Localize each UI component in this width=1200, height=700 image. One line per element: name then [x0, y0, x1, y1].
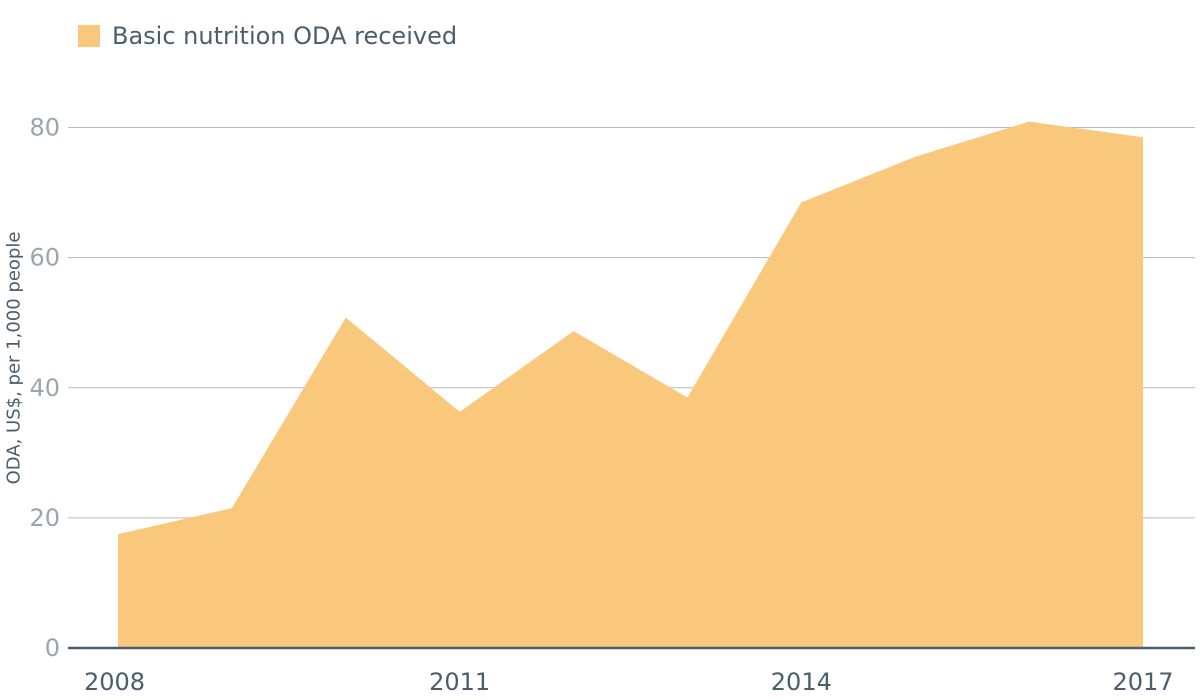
series-areas [118, 121, 1143, 648]
x-tick-label: 2014 [771, 668, 832, 696]
x-tick-labels: 2008 2011 2014 2017 [84, 668, 1174, 696]
legend-label: Basic nutrition ODA received [112, 22, 458, 50]
y-tick-label: 60 [29, 244, 60, 272]
x-tick-label: 2008 [84, 668, 145, 696]
legend-swatch [78, 25, 100, 47]
y-tick-label: 80 [29, 114, 60, 142]
series-area [118, 121, 1143, 648]
y-tick-labels: 0 20 40 60 80 [29, 114, 60, 663]
y-tick-label: 20 [29, 504, 60, 532]
legend: Basic nutrition ODA received [78, 22, 457, 50]
x-tick-label: 2011 [429, 668, 490, 696]
y-tick-label: 40 [29, 374, 60, 402]
x-tick-label: 2017 [1112, 668, 1173, 696]
y-tick-label: 0 [45, 634, 60, 662]
